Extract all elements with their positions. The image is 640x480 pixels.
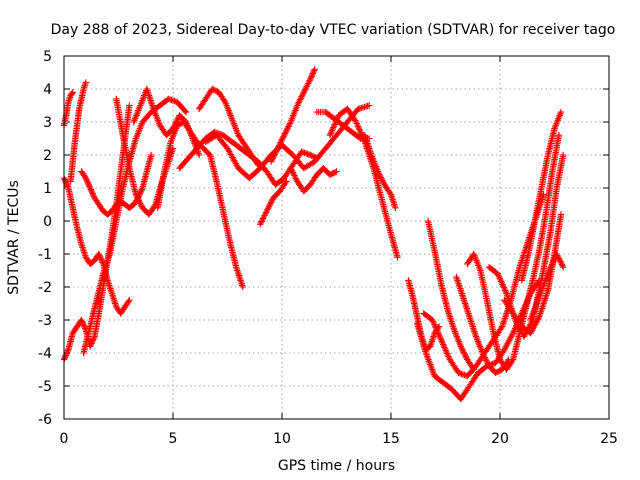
series-track-2 bbox=[67, 79, 89, 185]
series-track-23 bbox=[453, 273, 512, 376]
x-tick-label: 10 bbox=[273, 431, 291, 447]
series-marks bbox=[67, 79, 89, 185]
series-track-13 bbox=[267, 66, 318, 165]
x-tick-label: 25 bbox=[600, 431, 618, 447]
series-track-10 bbox=[176, 128, 321, 188]
series-track-17 bbox=[326, 105, 401, 261]
series-track-14 bbox=[257, 178, 290, 228]
x-axis-label: GPS time / hours bbox=[278, 458, 395, 474]
series-track-4 bbox=[78, 151, 155, 218]
series-marks bbox=[78, 151, 155, 218]
y-tick-label: 4 bbox=[43, 82, 52, 98]
series-track-11 bbox=[196, 85, 262, 169]
series-marks bbox=[257, 178, 290, 228]
series-track-18 bbox=[361, 132, 399, 211]
plot-frame bbox=[63, 55, 610, 420]
series-marks bbox=[361, 132, 399, 211]
y-tick-label: -3 bbox=[38, 313, 52, 329]
y-tick-label: -5 bbox=[38, 379, 52, 395]
series-track-22 bbox=[424, 217, 477, 373]
series-track-15 bbox=[287, 165, 340, 195]
series-marks bbox=[326, 105, 401, 261]
y-tick-label: 2 bbox=[43, 148, 52, 164]
series-track-1 bbox=[60, 89, 76, 129]
series-marks bbox=[424, 217, 477, 373]
series-marks bbox=[60, 89, 76, 129]
y-tick-label: 5 bbox=[43, 49, 52, 65]
x-tick-label: 15 bbox=[382, 431, 400, 447]
series-marks bbox=[60, 102, 133, 363]
series-marks bbox=[464, 132, 563, 373]
series-marks bbox=[176, 128, 321, 188]
series-marks bbox=[527, 250, 567, 324]
grid bbox=[64, 56, 609, 419]
chart-title: Day 288 of 2023, Sidereal Day-to-day VTE… bbox=[51, 22, 616, 38]
x-tick-label: 5 bbox=[169, 431, 178, 447]
y-tick-label: -2 bbox=[38, 280, 52, 296]
series-track-27 bbox=[518, 108, 565, 284]
series-track-24 bbox=[464, 132, 563, 373]
x-tick-label: 0 bbox=[60, 431, 69, 447]
series-marks bbox=[518, 108, 565, 284]
y-axis-label: SDTVAR / TECUs bbox=[6, 180, 22, 295]
x-tick-labels: 0 5 10 15 20 25 bbox=[60, 431, 618, 447]
y-tick-label: -4 bbox=[38, 346, 52, 362]
series-marks bbox=[196, 85, 262, 169]
series-marks bbox=[287, 165, 340, 195]
y-tick-label: 3 bbox=[43, 115, 52, 131]
y-tick-label: 1 bbox=[43, 181, 52, 197]
series-track-5 bbox=[60, 102, 133, 363]
series-track-28 bbox=[527, 250, 567, 324]
y-tick-labels: -6 -5 -4 -3 -2 -1 0 1 2 3 4 5 bbox=[38, 49, 52, 428]
series-marks bbox=[453, 273, 512, 376]
y-tick-label: -1 bbox=[38, 247, 52, 263]
data-series bbox=[60, 66, 567, 403]
x-tick-label: 20 bbox=[491, 431, 509, 447]
y-tick-label: -6 bbox=[38, 412, 52, 428]
series-marks bbox=[267, 66, 318, 165]
y-tick-label: 0 bbox=[43, 214, 52, 230]
